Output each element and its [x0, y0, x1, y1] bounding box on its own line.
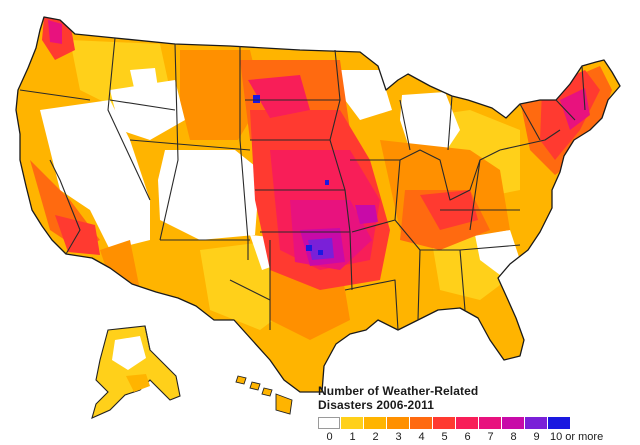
region-fill [475, 230, 520, 275]
legend-label: 0 [326, 431, 333, 443]
legend-title-line-2: Disasters 2006-2011 [318, 398, 434, 412]
hawaii-island [235, 375, 247, 385]
alaska-inset [91, 325, 181, 419]
hawaii-island [261, 387, 273, 397]
hawaii-inset [235, 375, 293, 415]
region-fill [48, 20, 62, 44]
legend-swatch [387, 417, 409, 429]
legend-swatch [525, 417, 547, 429]
region-fill [180, 50, 262, 140]
legend-label: 7 [487, 431, 494, 443]
region-fill [355, 205, 378, 224]
legend-label: 3 [395, 431, 402, 443]
legend-label: 6 [464, 431, 471, 443]
legend-swatch [410, 417, 432, 429]
legend-labels: 0 1 2 3 4 5 6 7 8 9 10 or more [318, 431, 636, 443]
legend-swatch [318, 417, 340, 429]
region-fill [40, 100, 150, 250]
legend-swatch [433, 417, 455, 429]
region-fill [400, 92, 460, 160]
legend-title-line-1: Number of Weather-Related [318, 384, 479, 398]
legend-label: 10 or more [550, 431, 604, 443]
region-fill [158, 150, 260, 240]
region-fill [308, 238, 334, 260]
legend-swatch [502, 417, 524, 429]
region-fill [306, 245, 312, 251]
legend-swatch [456, 417, 478, 429]
legend-label: 9 [533, 431, 540, 443]
legend-swatches [318, 417, 636, 429]
alaska-region [112, 336, 146, 370]
legend: Number of Weather-Related Disasters 2006… [318, 384, 636, 443]
legend-swatch [364, 417, 386, 429]
legend-label: 8 [510, 431, 517, 443]
legend-swatch [479, 417, 501, 429]
region-fill [248, 75, 310, 118]
region-fill [560, 88, 590, 130]
region-fill [253, 95, 260, 103]
region-fill [130, 68, 158, 92]
alaska-region [126, 374, 150, 392]
legend-title: Number of Weather-Related Disasters 2006… [318, 384, 636, 412]
region-fill [318, 250, 323, 255]
region-fill [325, 180, 329, 185]
hawaii-island [249, 381, 261, 391]
legend-label: 2 [372, 431, 379, 443]
legend-label: 4 [418, 431, 425, 443]
legend-swatch [341, 417, 363, 429]
state-borders [15, 16, 621, 393]
legend-label: 5 [441, 431, 448, 443]
region-fill [110, 80, 185, 140]
legend-swatch [548, 417, 570, 429]
region-fill [340, 70, 392, 120]
legend-label: 1 [349, 431, 356, 443]
hawaii-island [275, 393, 293, 415]
